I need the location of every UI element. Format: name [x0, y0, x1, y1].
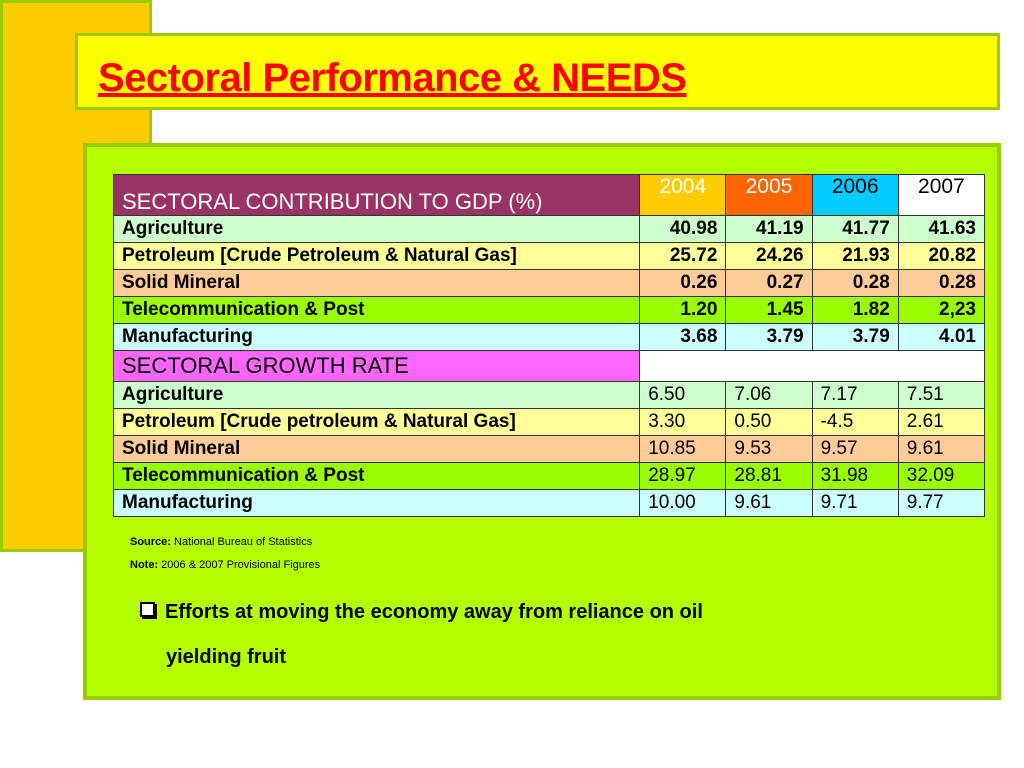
note-text: 2006 & 2007 Provisional Figures [161, 559, 321, 571]
source-note: Source: National Bureau of Statistics [130, 536, 312, 548]
note-label: Note: [130, 559, 159, 571]
table-cell: 9.77 [897, 489, 986, 517]
table-cell: 9.57 [811, 435, 899, 463]
table-cell: 41.19 [725, 215, 813, 243]
table-cell: 32.09 [897, 462, 986, 490]
row-label: Agriculture [112, 381, 641, 409]
table-cell: 2.61 [897, 408, 986, 436]
row-label: Solid Mineral [112, 269, 641, 297]
growth-header-row: SECTORAL GROWTH RATE [112, 350, 985, 382]
table-row: Telecommunication & Post 1.20 1.45 1.82 … [112, 296, 986, 324]
table-cell: 9.61 [897, 435, 986, 463]
table-row: Agriculture 6.50 7.06 7.17 7.51 [112, 381, 986, 409]
table-cell: -4.5 [811, 408, 899, 436]
growth-header-blank [639, 350, 985, 382]
table-cell: 7.17 [811, 381, 899, 409]
table-cell: 0.28 [811, 269, 899, 297]
year-2006: 2006 [811, 174, 899, 216]
table-cell: 41.77 [811, 215, 899, 243]
table-cell: 2,23 [897, 296, 986, 324]
row-label: Telecommunication & Post [112, 296, 641, 324]
table-cell: 1.45 [725, 296, 813, 324]
table-cell: 0.28 [897, 269, 986, 297]
year-2004: 2004 [639, 174, 727, 216]
table-header-row: SECTORAL CONTRIBUTION TO GDP (%) 2004 20… [112, 174, 986, 216]
table-cell: 24.26 [725, 242, 813, 270]
year-2007: 2007 [897, 174, 986, 216]
table-row: Solid Mineral 0.26 0.27 0.28 0.28 [112, 269, 986, 297]
table-cell: 31.98 [811, 462, 899, 490]
table-cell: 1.20 [639, 296, 727, 324]
bullet-text-line1: Efforts at moving the economy away from … [165, 601, 703, 623]
table-cell: 10.85 [639, 435, 727, 463]
growth-title: SECTORAL GROWTH RATE [112, 350, 641, 382]
table-row: Telecommunication & Post 28.97 28.81 31.… [112, 462, 986, 490]
table-cell: 9.53 [725, 435, 813, 463]
table-row: Solid Mineral 10.85 9.53 9.57 9.61 [112, 435, 986, 463]
contribution-title: SECTORAL CONTRIBUTION TO GDP (%) [112, 174, 641, 216]
title-box: Sectoral Performance & NEEDS [75, 33, 1000, 110]
row-label: Manufacturing [112, 323, 641, 351]
table-cell: 1.82 [811, 296, 899, 324]
table-cell: 41.63 [897, 215, 986, 243]
row-label: Telecommunication & Post [112, 462, 641, 490]
table-row: Agriculture 40.98 41.19 41.77 41.63 [112, 215, 986, 243]
table-cell: 3.30 [639, 408, 727, 436]
source-label: Source: [130, 536, 171, 548]
table-cell: 4.01 [897, 323, 986, 351]
table-cell: 3.68 [639, 323, 727, 351]
table-cell: 6.50 [639, 381, 727, 409]
table-cell: 3.79 [811, 323, 899, 351]
table-row: Petroleum [Crude petroleum & Natural Gas… [112, 408, 986, 436]
bullet-text-line2: yielding fruit [166, 646, 286, 668]
table-cell: 28.97 [639, 462, 727, 490]
table-cell: 7.06 [725, 381, 813, 409]
sector-table: SECTORAL CONTRIBUTION TO GDP (%) 2004 20… [112, 174, 986, 517]
table-cell: 21.93 [811, 242, 899, 270]
row-label: Manufacturing [112, 489, 641, 517]
table-row: Manufacturing 10.00 9.61 9.71 9.77 [112, 489, 986, 517]
source-text: National Bureau of Statistics [174, 536, 313, 548]
table-row: Manufacturing 3.68 3.79 3.79 4.01 [112, 323, 986, 351]
table-cell: 20.82 [897, 242, 986, 270]
year-2005: 2005 [725, 174, 813, 216]
table-cell: 0.50 [725, 408, 813, 436]
table-cell: 9.71 [811, 489, 899, 517]
table-cell: 28.81 [725, 462, 813, 490]
table-cell: 40.98 [639, 215, 727, 243]
table-cell: 7.51 [897, 381, 986, 409]
table-cell: 9.61 [725, 489, 813, 517]
row-label: Agriculture [112, 215, 641, 243]
table-row: Petroleum [Crude Petroleum & Natural Gas… [112, 242, 986, 270]
provisional-note: Note: 2006 & 2007 Provisional Figures [130, 559, 320, 571]
table-cell: 0.26 [639, 269, 727, 297]
slide-title: Sectoral Performance & NEEDS [98, 56, 687, 100]
table-cell: 3.79 [725, 323, 813, 351]
table-cell: 25.72 [639, 242, 727, 270]
row-label: Petroleum [Crude petroleum & Natural Gas… [112, 408, 641, 436]
table-cell: 10.00 [639, 489, 727, 517]
table-cell: 0.27 [725, 269, 813, 297]
row-label: Solid Mineral [112, 435, 641, 463]
bullet-point: Efforts at moving the economy away from … [140, 590, 900, 680]
square-bullet-icon [140, 602, 155, 617]
row-label: Petroleum [Crude Petroleum & Natural Gas… [112, 242, 641, 270]
